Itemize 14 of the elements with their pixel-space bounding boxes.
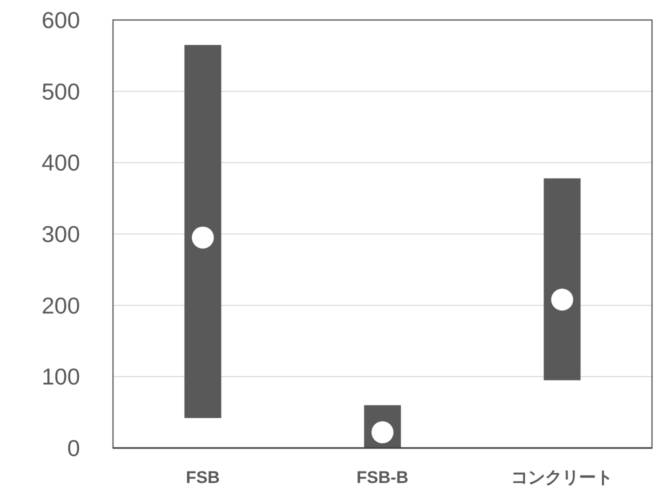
point bbox=[192, 226, 214, 249]
y-tick-label: 400 bbox=[42, 150, 80, 176]
bar bbox=[184, 44, 222, 418]
y-tick-label: 0 bbox=[67, 435, 80, 461]
y-tick-label: 100 bbox=[42, 364, 80, 390]
y-tick-label: 300 bbox=[42, 221, 80, 247]
y-tick-label: 200 bbox=[42, 292, 80, 318]
x-tick-label: コンクリート bbox=[511, 468, 614, 487]
x-tick-label: FSB-B bbox=[356, 468, 408, 487]
x-tick-label: FSB bbox=[186, 468, 220, 487]
point bbox=[551, 288, 574, 311]
y-tick-label: 600 bbox=[42, 7, 80, 33]
bar bbox=[544, 178, 581, 380]
y-tick-label: 500 bbox=[42, 78, 80, 104]
